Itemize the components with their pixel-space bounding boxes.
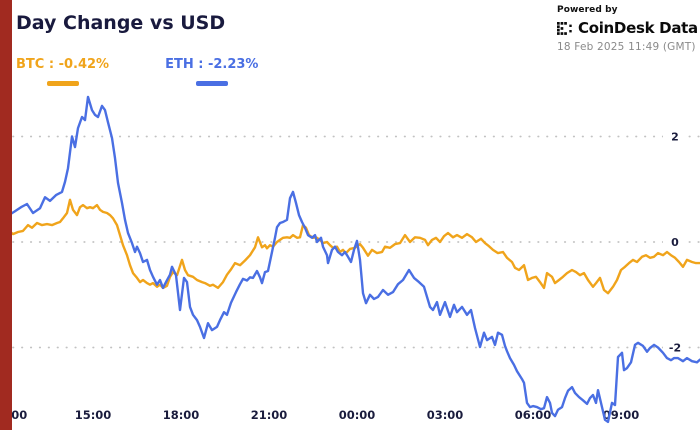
x-tick-label-1500: 15:00: [75, 408, 112, 422]
y-tick-label-0: 0: [671, 236, 679, 249]
attribution-block: Powered by CoinDesk Data 18 Feb 2025 11:…: [557, 5, 698, 53]
legend-label-btc: BTC : -0.42%: [16, 57, 110, 72]
brand-name: CoinDesk Data: [578, 19, 698, 37]
timestamp: 18 Feb 2025 11:49 (GMT): [557, 41, 696, 53]
legend-item-btc[interactable]: BTC : -0.42%: [16, 57, 109, 86]
left-accent-bar: [0, 0, 12, 430]
coindesk-logo-icon: [557, 21, 572, 35]
x-tick-label-0900: 09:00: [603, 408, 640, 422]
x-tick-label-0600: 06:00: [515, 408, 552, 422]
btc-series-line[interactable]: [0, 198, 700, 295]
chart-legend: BTC : -0.42% ETH : -2.23%: [16, 57, 258, 86]
legend-label-eth: ETH : -2.23%: [165, 57, 259, 72]
page-title: Day Change vs USD: [16, 12, 226, 34]
btc-line-swatch: [46, 81, 79, 86]
x-tick-label-1800: 18:00: [163, 408, 200, 422]
eth-series-line[interactable]: [0, 95, 700, 424]
y-tick-backing--2: [663, 340, 687, 355]
y-tick-backing-2: [663, 129, 687, 144]
legend-item-eth[interactable]: ETH : -2.23%: [165, 57, 258, 86]
y-tick-label--2: -2: [669, 342, 681, 355]
y-tick-backing-0: [663, 235, 687, 249]
y-tick-label-2: 2: [671, 131, 679, 144]
x-tick-label-0300: 03:00: [427, 408, 464, 422]
x-tick-label-0000: 00:00: [339, 408, 376, 422]
coindesk-brand-link[interactable]: CoinDesk Data: [557, 19, 698, 37]
powered-by-label: Powered by: [557, 5, 618, 15]
eth-line-swatch: [195, 81, 228, 86]
x-tick-label-2100: 21:00: [251, 408, 288, 422]
